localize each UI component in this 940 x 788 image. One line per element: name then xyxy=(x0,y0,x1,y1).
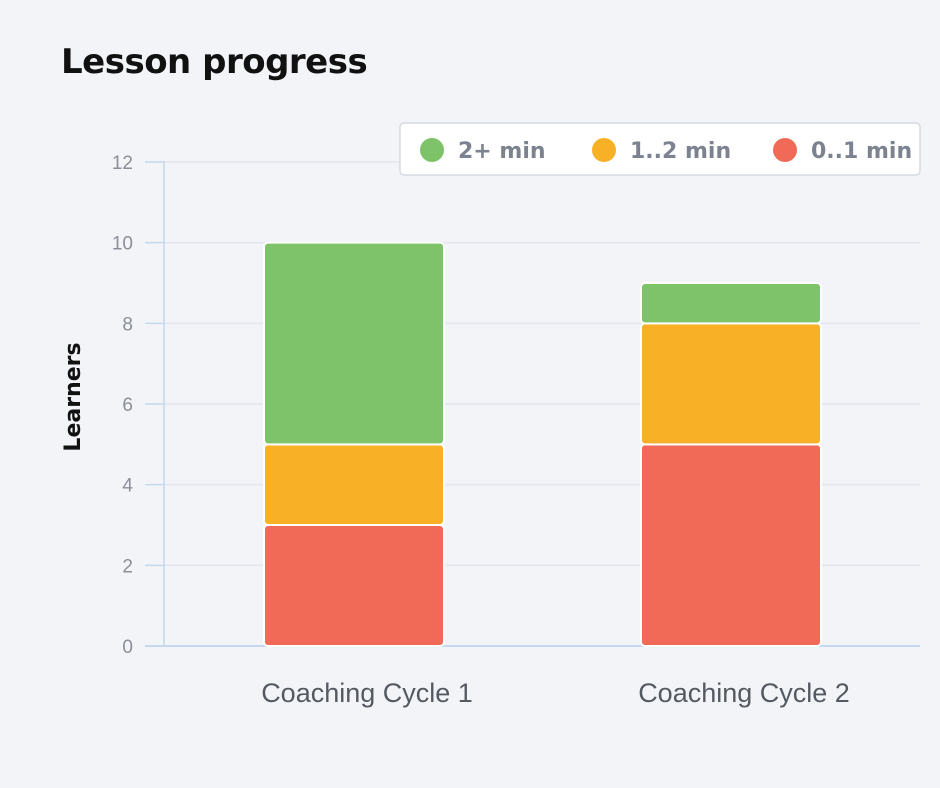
bar-segment[interactable] xyxy=(640,443,822,648)
bar-segment[interactable] xyxy=(263,524,445,647)
x-category-label: Coaching Cycle 2 xyxy=(638,678,850,708)
legend-label[interactable]: 0..1 min xyxy=(811,139,912,164)
y-tick-label: 6 xyxy=(122,395,133,416)
y-tick-label: 0 xyxy=(122,637,133,658)
legend-swatch[interactable] xyxy=(420,138,444,162)
legend-box xyxy=(399,122,921,176)
bar-segment[interactable] xyxy=(263,443,445,527)
y-tick-label: 8 xyxy=(122,314,133,335)
axis-labels: 0 2 4 6 8 10 12 Coaching Cycle 1 Coaching Cycle … xyxy=(112,153,850,708)
y-tick-label: 4 xyxy=(122,476,133,497)
y-tick-label: 2 xyxy=(122,556,133,577)
chart-title: Lesson progress xyxy=(61,42,368,82)
bar-segment[interactable] xyxy=(640,282,822,325)
bars xyxy=(263,241,822,648)
legend-swatch[interactable] xyxy=(592,138,616,162)
y-tick-label: 10 xyxy=(112,234,133,255)
legend-label[interactable]: 1..2 min xyxy=(630,139,731,164)
legend-label[interactable]: 2+ min xyxy=(458,139,546,164)
legend[interactable]: 2+ min 1..2 min 0..1 min xyxy=(399,122,921,176)
x-category-label: Coaching Cycle 1 xyxy=(261,678,473,708)
bar-segment[interactable] xyxy=(640,322,822,446)
y-tick-label: 12 xyxy=(112,153,133,174)
legend-swatch[interactable] xyxy=(773,138,797,162)
bar-segment[interactable] xyxy=(263,241,445,446)
y-axis-label: Learners xyxy=(61,342,86,451)
